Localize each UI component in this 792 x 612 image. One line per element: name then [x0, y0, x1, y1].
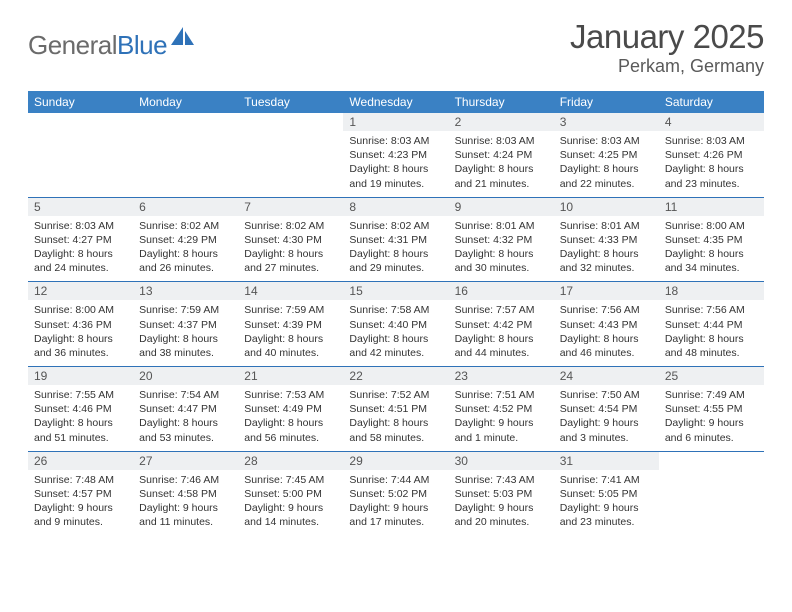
- weekday-header: Tuesday: [238, 91, 343, 113]
- day-number: 18: [659, 282, 764, 301]
- day-cell: Sunrise: 7:59 AMSunset: 4:39 PMDaylight:…: [238, 300, 343, 366]
- location: Perkam, Germany: [570, 56, 764, 77]
- weekday-header: Thursday: [449, 91, 554, 113]
- day-number: [238, 113, 343, 131]
- day-number: 10: [554, 197, 659, 216]
- day-cell: Sunrise: 7:52 AMSunset: 4:51 PMDaylight:…: [343, 385, 448, 451]
- header: GeneralBlue January 2025 Perkam, Germany: [28, 18, 764, 77]
- day-cell: Sunrise: 7:53 AMSunset: 4:49 PMDaylight:…: [238, 385, 343, 451]
- day-number: 30: [449, 451, 554, 470]
- day-cell: Sunrise: 8:03 AMSunset: 4:26 PMDaylight:…: [659, 131, 764, 197]
- day-cell: Sunrise: 8:03 AMSunset: 4:25 PMDaylight:…: [554, 131, 659, 197]
- day-cell: Sunrise: 7:56 AMSunset: 4:44 PMDaylight:…: [659, 300, 764, 366]
- day-number: 17: [554, 282, 659, 301]
- weekday-header: Saturday: [659, 91, 764, 113]
- day-number: [28, 113, 133, 131]
- day-number: 29: [343, 451, 448, 470]
- day-number: 15: [343, 282, 448, 301]
- day-cell: Sunrise: 8:02 AMSunset: 4:30 PMDaylight:…: [238, 216, 343, 282]
- day-cell: Sunrise: 7:50 AMSunset: 4:54 PMDaylight:…: [554, 385, 659, 451]
- day-cell: Sunrise: 7:43 AMSunset: 5:03 PMDaylight:…: [449, 470, 554, 536]
- day-cell: Sunrise: 8:02 AMSunset: 4:31 PMDaylight:…: [343, 216, 448, 282]
- brand-word1: General: [28, 30, 117, 60]
- day-cell: Sunrise: 8:03 AMSunset: 4:23 PMDaylight:…: [343, 131, 448, 197]
- weekday-header: Monday: [133, 91, 238, 113]
- day-cell: Sunrise: 8:03 AMSunset: 4:27 PMDaylight:…: [28, 216, 133, 282]
- day-number: 24: [554, 367, 659, 386]
- day-cell: Sunrise: 7:44 AMSunset: 5:02 PMDaylight:…: [343, 470, 448, 536]
- brand-word2: Blue: [117, 30, 167, 60]
- day-number: 4: [659, 113, 764, 131]
- day-number: 13: [133, 282, 238, 301]
- day-number: 25: [659, 367, 764, 386]
- day-cell: Sunrise: 7:46 AMSunset: 4:58 PMDaylight:…: [133, 470, 238, 536]
- day-number: 20: [133, 367, 238, 386]
- day-cell: [133, 131, 238, 197]
- day-cell: [238, 131, 343, 197]
- day-cell: Sunrise: 7:57 AMSunset: 4:42 PMDaylight:…: [449, 300, 554, 366]
- day-cell: Sunrise: 7:48 AMSunset: 4:57 PMDaylight:…: [28, 470, 133, 536]
- calendar-table: SundayMondayTuesdayWednesdayThursdayFrid…: [28, 91, 764, 535]
- day-cell: Sunrise: 8:01 AMSunset: 4:33 PMDaylight:…: [554, 216, 659, 282]
- day-number: 27: [133, 451, 238, 470]
- day-number: 12: [28, 282, 133, 301]
- day-cell: Sunrise: 8:01 AMSunset: 4:32 PMDaylight:…: [449, 216, 554, 282]
- day-number: 16: [449, 282, 554, 301]
- weekday-header: Sunday: [28, 91, 133, 113]
- brand-sail-icon: [170, 25, 196, 52]
- day-number: 11: [659, 197, 764, 216]
- day-cell: Sunrise: 7:49 AMSunset: 4:55 PMDaylight:…: [659, 385, 764, 451]
- day-number: [659, 451, 764, 470]
- day-number: 14: [238, 282, 343, 301]
- day-cell: Sunrise: 7:59 AMSunset: 4:37 PMDaylight:…: [133, 300, 238, 366]
- day-number: 1: [343, 113, 448, 131]
- month-title: January 2025: [570, 18, 764, 56]
- day-number: 7: [238, 197, 343, 216]
- day-cell: Sunrise: 7:58 AMSunset: 4:40 PMDaylight:…: [343, 300, 448, 366]
- day-cell: Sunrise: 8:03 AMSunset: 4:24 PMDaylight:…: [449, 131, 554, 197]
- day-number: 3: [554, 113, 659, 131]
- day-cell: Sunrise: 7:54 AMSunset: 4:47 PMDaylight:…: [133, 385, 238, 451]
- day-cell: Sunrise: 7:56 AMSunset: 4:43 PMDaylight:…: [554, 300, 659, 366]
- day-number: 6: [133, 197, 238, 216]
- day-number: 26: [28, 451, 133, 470]
- day-cell: Sunrise: 8:02 AMSunset: 4:29 PMDaylight:…: [133, 216, 238, 282]
- day-cell: Sunrise: 8:00 AMSunset: 4:36 PMDaylight:…: [28, 300, 133, 366]
- day-cell: Sunrise: 7:51 AMSunset: 4:52 PMDaylight:…: [449, 385, 554, 451]
- day-cell: [659, 470, 764, 536]
- day-number: 28: [238, 451, 343, 470]
- day-number: 2: [449, 113, 554, 131]
- day-number: 31: [554, 451, 659, 470]
- day-cell: [28, 131, 133, 197]
- day-number: 19: [28, 367, 133, 386]
- day-number: 22: [343, 367, 448, 386]
- day-number: 8: [343, 197, 448, 216]
- day-number: 23: [449, 367, 554, 386]
- weekday-header-row: SundayMondayTuesdayWednesdayThursdayFrid…: [28, 91, 764, 113]
- day-cell: Sunrise: 7:45 AMSunset: 5:00 PMDaylight:…: [238, 470, 343, 536]
- day-cell: Sunrise: 7:55 AMSunset: 4:46 PMDaylight:…: [28, 385, 133, 451]
- weekday-header: Friday: [554, 91, 659, 113]
- brand-logo: GeneralBlue: [28, 30, 196, 61]
- day-number: 9: [449, 197, 554, 216]
- day-cell: Sunrise: 8:00 AMSunset: 4:35 PMDaylight:…: [659, 216, 764, 282]
- day-number: 21: [238, 367, 343, 386]
- day-cell: Sunrise: 7:41 AMSunset: 5:05 PMDaylight:…: [554, 470, 659, 536]
- day-number: [133, 113, 238, 131]
- day-number: 5: [28, 197, 133, 216]
- weekday-header: Wednesday: [343, 91, 448, 113]
